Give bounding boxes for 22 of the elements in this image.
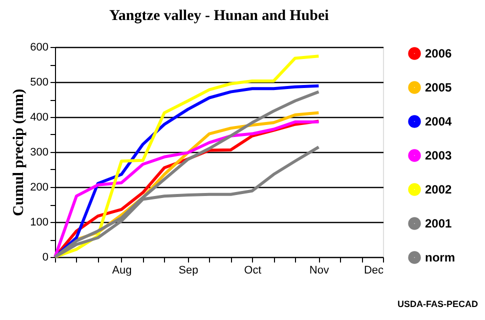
y-tick-label: 0 bbox=[42, 252, 48, 264]
x-tick-label: Nov bbox=[309, 264, 330, 276]
chart-title: Yangtze valley - Hunan and Hubei bbox=[109, 8, 329, 24]
y-tick-label: 100 bbox=[30, 216, 48, 228]
x-tick-label: Dec bbox=[364, 264, 384, 276]
y-tick-label: 300 bbox=[30, 146, 48, 158]
legend-label: norm bbox=[425, 250, 455, 264]
text: USDA-FAS-PECAD bbox=[397, 299, 478, 309]
legend-label: 2001 bbox=[425, 216, 452, 230]
y-tick-label: 400 bbox=[30, 112, 48, 124]
y-axis-title: Cumul precip (mm) bbox=[11, 88, 28, 216]
legend-label: 2003 bbox=[425, 148, 452, 162]
y-tick-label: 200 bbox=[30, 182, 48, 194]
x-tick-label: Sep bbox=[178, 264, 198, 276]
x-tick-label: Aug bbox=[112, 264, 132, 276]
x-tick-label: Oct bbox=[244, 264, 262, 276]
y-tick-label: 500 bbox=[30, 76, 48, 88]
legend-label: 2004 bbox=[425, 114, 452, 128]
legend-label: 2005 bbox=[425, 80, 452, 94]
legend-label: 2006 bbox=[425, 46, 452, 60]
legend-label: 2002 bbox=[425, 182, 452, 196]
y-tick-label: 600 bbox=[30, 42, 48, 54]
